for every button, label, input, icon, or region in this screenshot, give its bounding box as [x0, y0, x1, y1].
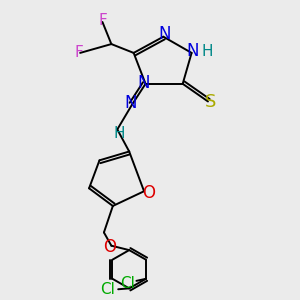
Text: N: N — [158, 26, 170, 44]
Text: H: H — [113, 126, 124, 141]
Text: F: F — [74, 45, 83, 60]
Text: N: N — [138, 74, 150, 92]
Text: N: N — [124, 94, 137, 112]
Text: H: H — [201, 44, 213, 59]
Text: Cl: Cl — [120, 276, 135, 291]
Text: S: S — [205, 93, 216, 111]
Text: Cl: Cl — [100, 282, 115, 297]
Text: F: F — [98, 13, 107, 28]
Text: O: O — [142, 184, 155, 202]
Text: O: O — [103, 238, 116, 256]
Text: N: N — [187, 42, 199, 60]
